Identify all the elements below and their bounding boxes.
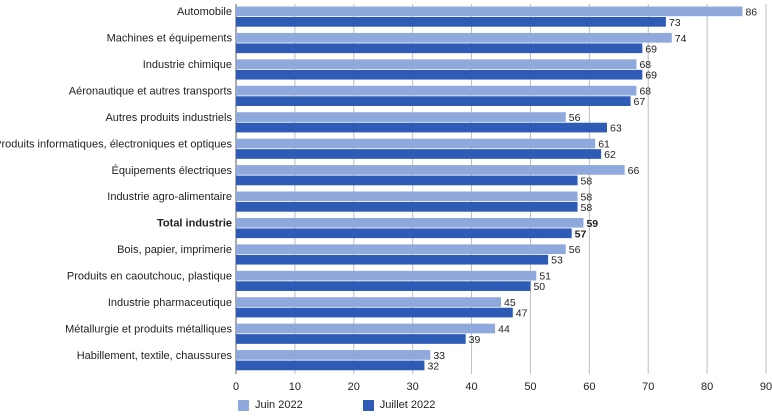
bar: [236, 96, 631, 106]
category-labels: Automobile Machines et équipements Industr…: [0, 6, 232, 362]
bars-group: 8673746968696867566361626658585859575653…: [236, 6, 757, 372]
legend-swatch-series-1: [238, 399, 249, 411]
bar: [236, 360, 425, 371]
bar: [236, 122, 607, 133]
data-label: 86: [745, 6, 757, 18]
bar: [236, 175, 578, 186]
category-label: Autres produits industriels: [105, 112, 232, 124]
data-label: 67: [634, 96, 646, 108]
data-label: 66: [628, 165, 640, 177]
legend-label-series-2: Juillet 2022: [379, 399, 436, 411]
x-tick-label: 50: [524, 381, 536, 393]
data-label: 58: [581, 202, 593, 214]
x-tick-label: 90: [760, 381, 772, 393]
data-label: 39: [469, 334, 481, 346]
bar: [236, 149, 602, 159]
x-tick-label: 10: [289, 381, 301, 393]
legend-item-series-1: Juin 2022: [238, 399, 303, 411]
bar: [236, 32, 672, 43]
data-label: 45: [504, 297, 516, 309]
data-label: 58: [581, 191, 593, 203]
data-label: 32: [427, 360, 439, 372]
data-label: 68: [639, 59, 651, 71]
x-tick-label: 30: [407, 381, 419, 393]
bar: [236, 228, 572, 239]
bar: [236, 244, 566, 255]
bar: [236, 59, 637, 70]
category-label: Machines et équipements: [107, 33, 233, 45]
data-label: 58: [581, 175, 593, 187]
x-tick-label: 80: [701, 381, 713, 393]
data-label: 50: [533, 281, 545, 293]
x-tick-label: 40: [465, 381, 477, 393]
bar: [236, 334, 466, 344]
legend: Juin 2022 Juillet 2022: [238, 399, 435, 411]
bar: [236, 85, 637, 96]
data-label: 61: [598, 138, 610, 150]
bar: [236, 281, 531, 291]
data-label: 73: [669, 17, 681, 29]
legend-item-series-2: Juillet 2022: [362, 399, 436, 411]
bar: [236, 43, 643, 54]
data-label: 59: [586, 218, 598, 230]
category-label: Total industrie: [157, 218, 232, 230]
x-tick-label: 70: [642, 381, 654, 393]
bar: [236, 138, 596, 149]
category-label: Habillement, textile, chaussures: [77, 350, 233, 362]
bar: [236, 112, 566, 122]
data-label: 33: [433, 350, 445, 362]
data-label: 51: [539, 271, 551, 283]
x-tick-label: 0: [233, 381, 239, 393]
bar: [236, 323, 496, 334]
x-tick-label: 60: [583, 381, 595, 393]
data-label: 56: [569, 244, 581, 256]
data-label: 44: [498, 323, 510, 335]
data-label: 68: [639, 86, 651, 98]
x-tick-label: 20: [348, 381, 360, 393]
data-label: 74: [675, 33, 687, 45]
bar: [236, 307, 513, 318]
data-label: 62: [604, 149, 616, 161]
data-label: 47: [516, 308, 528, 320]
category-label: Industrie pharmaceutique: [108, 297, 232, 309]
bar: [236, 254, 549, 265]
data-label: 63: [610, 123, 622, 135]
bar: [236, 69, 643, 80]
category-label: Automobile: [177, 6, 232, 18]
bar: [236, 17, 666, 27]
category-label: Métallurgie et produits métalliques: [65, 323, 232, 335]
category-label: Bois, papier, imprimerie: [117, 244, 232, 256]
data-label: 69: [645, 70, 657, 82]
legend-swatch-series-2: [362, 399, 374, 411]
legend-label-series-1: Juin 2022: [255, 399, 303, 411]
category-label: Industrie chimique: [143, 59, 232, 71]
bar: [236, 202, 578, 212]
data-label: 57: [575, 228, 587, 240]
bar: [236, 191, 578, 202]
bar: [236, 165, 625, 175]
bar: [236, 6, 743, 17]
x-tick-labels: 0 10 20 30 40 50 60 70 80 90: [233, 381, 772, 393]
category-label: Produits informatiques, électroniques et…: [0, 138, 232, 150]
category-label: Industrie agro-alimentaire: [107, 191, 232, 203]
bar: [236, 270, 537, 281]
data-label: 69: [645, 43, 657, 55]
category-label: Aéronautique et autres transports: [69, 86, 233, 98]
category-label: Produits en caoutchouc, plastique: [67, 271, 232, 283]
category-label: Équipements électriques: [112, 164, 233, 177]
bar: [236, 350, 431, 360]
bar: [236, 297, 501, 307]
data-label: 53: [551, 255, 563, 267]
data-label: 56: [569, 112, 581, 124]
bar: [236, 217, 584, 228]
